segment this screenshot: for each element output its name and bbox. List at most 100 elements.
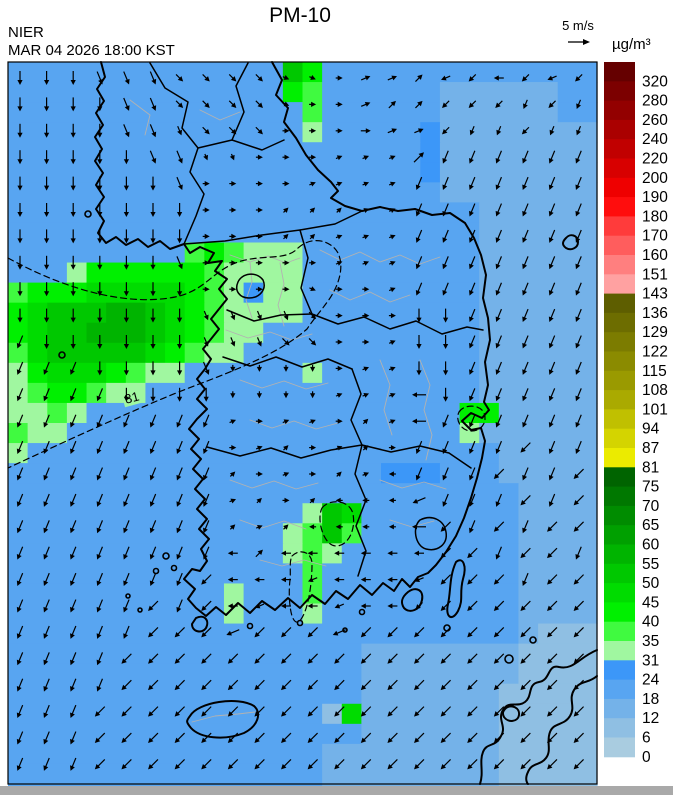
islet [529,636,537,644]
colorbar: 3202802602402202001901801701601511431361… [604,62,668,766]
wind-arrow [16,546,24,560]
pm10-cell [86,322,147,344]
pm10-cell [282,82,304,103]
wind-arrow [469,388,476,402]
wind-arrow [96,652,104,666]
pm10-cell [125,362,147,384]
wind-arrow [360,102,371,107]
wind-arrow [415,602,423,610]
wind-arrow [575,282,582,296]
colorbar-block [604,583,635,603]
pm10-cell [8,603,225,625]
wind-arrow [573,574,584,585]
wind-arrow [360,627,372,638]
wind-arrow [121,706,132,717]
province-border [226,309,313,322]
colorbar-tick-label: 115 [642,363,667,380]
wind-arrow [309,445,317,451]
wind-arrow [70,757,77,771]
pm10-cell [184,342,205,364]
wind-arrow [495,388,503,402]
wind-arrow [228,100,237,108]
wind-arrow [70,308,76,323]
wind-arrow [282,128,290,134]
coastline [94,61,491,617]
wind-arrow [148,759,159,770]
wind-arrow [70,123,76,138]
wind-arrow [123,546,130,560]
colorbar-block [604,274,635,295]
pm10-cell [302,362,323,384]
wind-arrow [495,414,503,428]
pm10-cell [184,282,205,304]
pm10-cell [439,182,598,203]
wind-arrow [70,625,77,639]
wind-arrow [522,414,529,428]
islet [125,593,131,599]
wind-arrow [201,627,212,638]
wind-arrow [520,627,531,638]
wind-arrow [496,125,502,136]
pm10-cell [145,302,166,324]
pm10-contour-dashed [7,240,342,469]
wind-arrow [362,313,370,319]
wind-arrow [175,100,184,108]
wind-arrow [96,599,104,613]
wind-arrow [575,229,582,243]
wind-arrow [469,361,476,375]
wind-arrow [440,679,451,691]
wind-arrow [548,414,556,428]
wind-arrow [16,572,24,587]
wind-arrow [362,286,370,292]
coastline [191,615,209,633]
wind-arrow [522,572,529,587]
wind-arrow [123,124,130,138]
pm10-cell [8,663,362,685]
wind-arrow [495,176,503,191]
colorbar-tick-label: 87 [642,440,659,457]
wind-arrow [150,203,156,217]
pm10-contour-dashed [319,501,355,547]
wind-arrow [16,335,24,349]
wind-arrow [227,706,239,717]
wind-arrow [469,150,476,164]
wind-vector-field [16,71,584,771]
wind-arrow [520,600,531,611]
page-title: PM-10 [269,4,331,27]
pm10-cell [86,262,205,284]
colorbar-block [604,698,635,719]
pm10-cell [8,583,225,605]
wind-arrow [229,181,237,187]
county-border [229,479,319,490]
wind-arrow [575,203,582,217]
pm10-cell [557,102,598,123]
wind-arrow [149,546,157,560]
pm10-cell [518,603,598,625]
pm10-cell [322,543,343,564]
wind-arrow [495,282,503,296]
pm10-cell [302,603,323,625]
wind-arrow [412,497,426,504]
colorbar-block [604,641,635,661]
wind-arrow [362,366,370,372]
coastline [501,705,521,722]
wind-arrow [442,203,449,217]
wind-arrow [309,286,316,292]
wind-arrow [414,627,425,638]
colorbar-tick-label: 60 [642,537,660,554]
wind-arrow [309,181,316,187]
county-border [249,419,339,430]
wind-arrow [255,181,263,187]
wind-arrow [150,387,156,402]
pm10-cell [106,362,127,384]
wind-arrow [148,706,159,717]
wind-arrow [123,282,129,297]
wind-arrow [283,524,289,530]
wind-arrow [362,339,370,345]
window-bottom-edge [0,786,673,795]
wind-arrow [282,181,290,187]
wind-arrow [573,759,584,770]
wind-arrow [362,472,370,477]
colorbar-tick-label: 136 [642,305,668,322]
